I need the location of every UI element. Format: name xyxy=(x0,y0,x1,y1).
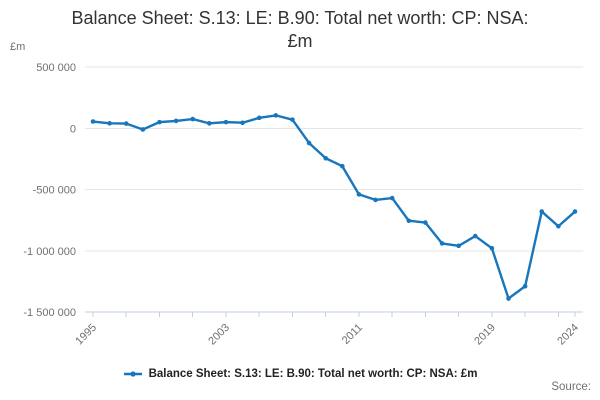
data-point-marker xyxy=(223,119,229,125)
data-point-marker xyxy=(506,296,511,301)
data-point-marker xyxy=(472,233,478,239)
series-line xyxy=(91,114,577,300)
data-point-marker xyxy=(356,192,362,197)
data-point-marker xyxy=(406,218,412,224)
line-chart: 500 000 0 -500 000 -1 000 000 -1 500 000 1995… xyxy=(23,62,583,348)
data-point-marker xyxy=(539,209,545,214)
data-point-marker xyxy=(439,241,445,246)
data-point-marker xyxy=(90,119,96,124)
x-tick-label: 1995 xyxy=(73,322,99,348)
legend-item[interactable]: Balance Sheet: S.13: LE: B.90: Total net… xyxy=(0,364,600,384)
data-point-marker xyxy=(140,127,146,132)
data-point-marker xyxy=(256,115,262,121)
data-point-marker xyxy=(290,117,295,122)
data-point-marker xyxy=(107,121,112,126)
y-tick-label: 0 xyxy=(70,123,76,135)
y-tick-label: 500 000 xyxy=(36,62,76,74)
data-point-marker xyxy=(556,223,561,229)
data-point-marker xyxy=(240,120,245,126)
chart-title-line2: £m xyxy=(287,31,313,51)
data-point-marker xyxy=(123,121,129,126)
chart-title-line1: Balance Sheet: S.13: LE: B.90: Total net… xyxy=(71,8,529,28)
data-point-marker xyxy=(423,220,428,225)
data-point-marker xyxy=(157,119,162,125)
x-tick-label: 2011 xyxy=(340,322,365,347)
data-point-marker xyxy=(190,116,196,122)
y-axis-unit-label: £m xyxy=(10,41,26,53)
x-tick-label: 2024 xyxy=(555,322,581,348)
chart-title: Balance Sheet: S.13: LE: B.90: Total net… xyxy=(0,7,600,53)
y-tick-label: -1 500 000 xyxy=(23,307,76,319)
x-tick-label: 2019 xyxy=(472,322,498,348)
source-label: Source: xyxy=(551,381,591,393)
data-point-marker xyxy=(323,155,328,161)
legend-label: Balance Sheet: S.13: LE: B.90: Total net… xyxy=(148,368,478,380)
data-point-marker xyxy=(340,163,345,169)
data-point-marker xyxy=(572,209,578,214)
x-tick-label: 2003 xyxy=(206,322,232,348)
data-point-marker xyxy=(489,246,495,251)
data-point-marker xyxy=(207,121,212,126)
data-point-marker xyxy=(306,140,312,146)
y-tick-label: -1 000 000 xyxy=(23,246,76,258)
data-point-marker xyxy=(373,197,378,203)
data-point-marker xyxy=(273,113,279,118)
data-point-marker xyxy=(456,243,461,249)
data-point-marker xyxy=(173,118,179,124)
data-point-marker xyxy=(389,195,395,201)
legend-line-marker-icon xyxy=(123,371,142,377)
data-point-marker xyxy=(522,283,528,289)
y-tick-label: -500 000 xyxy=(33,185,76,197)
